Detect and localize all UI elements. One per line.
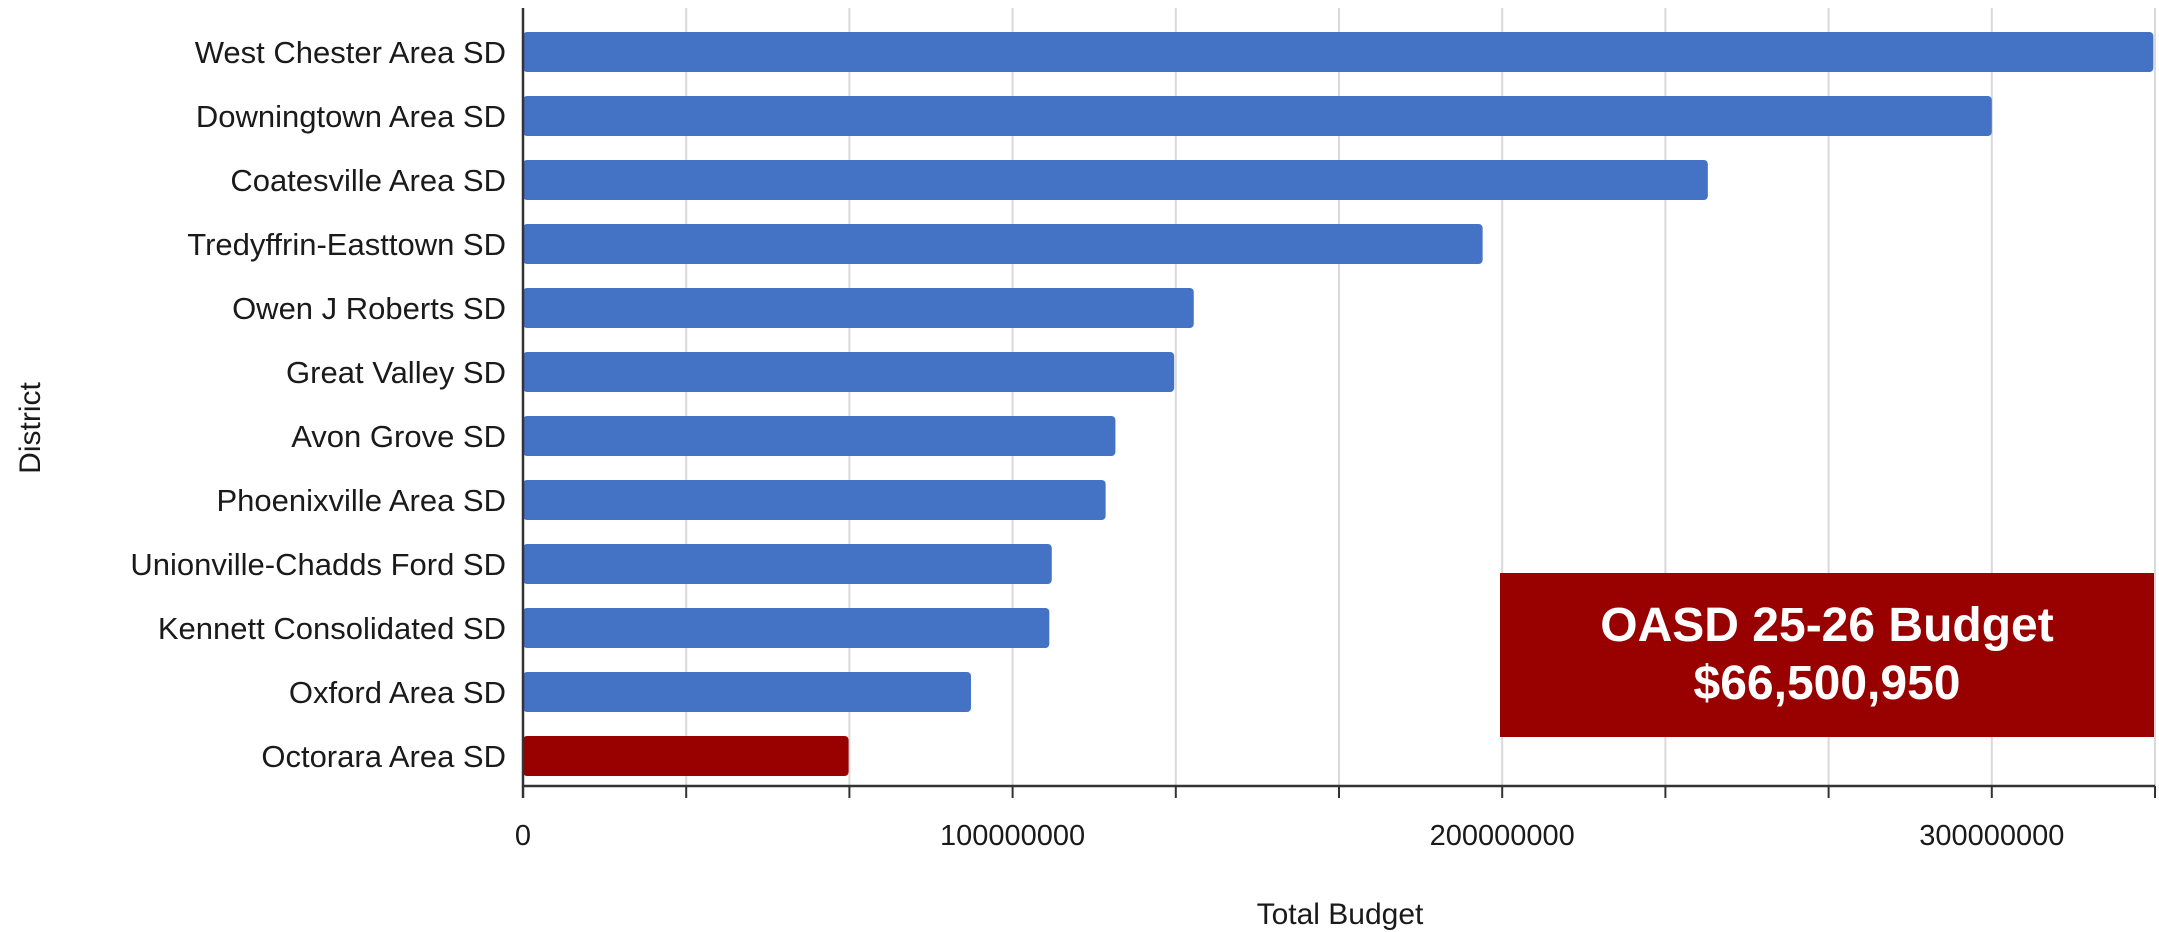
- gridlines: [685, 8, 2156, 786]
- bar: [523, 544, 1052, 584]
- bar: [523, 608, 1050, 648]
- category-label: Owen J Roberts SD: [232, 291, 506, 326]
- category-label: Great Valley SD: [286, 355, 506, 390]
- bar: [523, 160, 1708, 200]
- x-axis-title: Total Budget: [1257, 898, 1424, 931]
- category-label: Coatesville Area SD: [230, 163, 506, 198]
- bars: [523, 32, 2154, 776]
- bar: [523, 416, 1116, 456]
- bar: [523, 352, 1175, 392]
- bar: [523, 672, 971, 712]
- category-labels: West Chester Area SD Downingtown Area SD C…: [130, 35, 506, 774]
- category-label: West Chester Area SD: [195, 35, 506, 70]
- category-label: Phoenixville Area SD: [217, 483, 507, 518]
- callout-title: OASD 25-26 Budget: [1600, 599, 2054, 652]
- budget-callout: OASD 25-26 Budget $66,500,950: [1500, 573, 2154, 737]
- category-label: Unionville-Chadds Ford SD: [130, 547, 506, 582]
- category-label: Tredyffrin-Easttown SD: [187, 227, 506, 262]
- callout-amount: $66,500,950: [1693, 657, 1961, 710]
- bar: [523, 224, 1483, 264]
- budget-callout-box: [1500, 573, 2154, 737]
- bar: [523, 736, 849, 776]
- category-label: Oxford Area SD: [289, 675, 506, 710]
- y-axis-title: District: [14, 382, 47, 474]
- bar: [523, 288, 1194, 328]
- x-tick-label: 100000000: [940, 820, 1085, 852]
- category-label: Kennett Consolidated SD: [158, 611, 506, 646]
- category-label: Downingtown Area SD: [196, 99, 506, 134]
- bar: [523, 480, 1106, 520]
- x-tick-label: 0: [515, 820, 531, 852]
- bar: [523, 96, 1992, 136]
- category-label: Octorara Area SD: [261, 739, 506, 774]
- x-tick-label: 300000000: [1919, 820, 2064, 852]
- x-axis: 0 100000000 200000000 300000000: [515, 8, 2156, 852]
- bar: [523, 32, 2154, 72]
- x-tick-label: 200000000: [1430, 820, 1575, 852]
- category-label: Avon Grove SD: [291, 419, 506, 454]
